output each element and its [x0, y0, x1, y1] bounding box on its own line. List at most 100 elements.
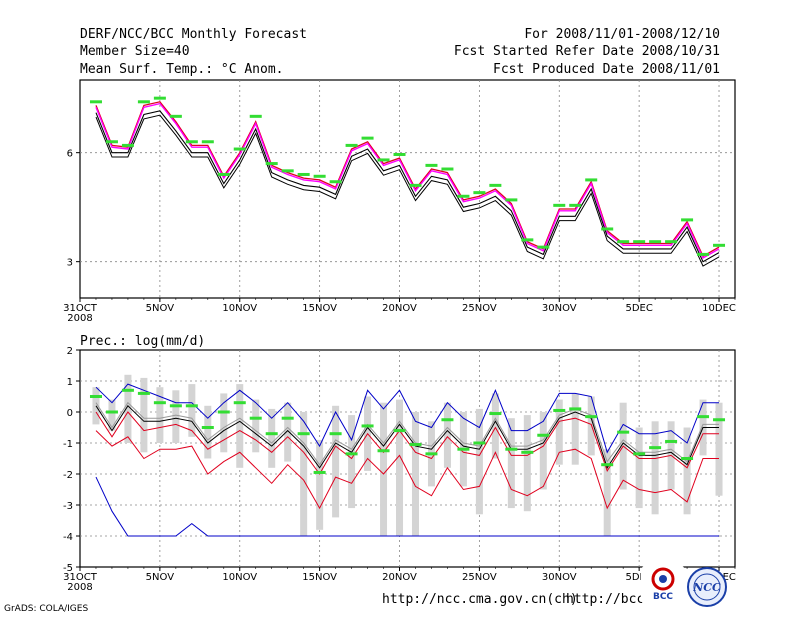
precip-label: Prec.: log(mm/d): [80, 334, 205, 349]
spread-bar: [92, 387, 100, 425]
observed-marker: [265, 432, 278, 436]
observed-marker: [537, 433, 550, 437]
spread-bar: [236, 384, 244, 468]
spread-bar: [443, 402, 451, 468]
temperature-chart: 31OCT 5NOV 10NOV 15NOV 20NOV 25NOV 30NOV 5DEC 10…: [63, 79, 736, 324]
spread-bar: [348, 415, 356, 509]
observed-marker: [585, 415, 598, 419]
observed-marker: [233, 147, 246, 151]
observed-marker: [633, 452, 646, 456]
observed-marker: [169, 404, 182, 408]
spread-bar: [332, 405, 340, 518]
observed-marker: [425, 163, 438, 167]
observed-marker: [233, 401, 246, 405]
observed-marker: [585, 178, 598, 182]
spread-bar: [555, 399, 563, 465]
observed-marker: [489, 183, 502, 187]
observed-marker: [185, 404, 198, 408]
series-line-member_min: [95, 110, 720, 263]
observed-marker: [121, 388, 134, 392]
spread-bar: [300, 412, 308, 536]
spread-bar: [411, 412, 419, 536]
observed-marker: [409, 183, 422, 187]
series-line-member_max: [95, 101, 720, 258]
spread-bar: [635, 427, 643, 509]
observed-marker: [377, 158, 390, 162]
observed-marker: [681, 457, 694, 460]
y-tick-label: 6: [67, 149, 73, 160]
observed-marker: [697, 252, 710, 256]
observed-marker: [713, 243, 726, 247]
spread-bar: [651, 421, 659, 515]
series-line-ensemble_mean: [95, 102, 720, 259]
observed-marker: [249, 416, 262, 420]
observed-marker: [505, 198, 518, 202]
observed-marker: [201, 426, 214, 429]
spread-bar: [491, 393, 499, 459]
spread-bar: [715, 402, 723, 496]
member-size: Member Size=40: [80, 44, 190, 59]
bcc-logo-swirl-icon: [651, 567, 675, 591]
spread-bar: [156, 387, 164, 443]
observed-marker: [649, 446, 662, 450]
series-line-mean: [95, 405, 719, 469]
x-tick-label: 20NOV: [382, 572, 417, 583]
footer-url-bcc[interactable]: http://bcc.: [566, 592, 653, 607]
footer-url-ncc[interactable]: http://ncc.cma.gov.cn(ch): [382, 592, 578, 607]
series-line-min: [95, 430, 719, 510]
y-tick-label: 0: [67, 408, 73, 419]
spread-bar: [252, 399, 260, 453]
observed-marker: [153, 401, 166, 405]
x-tick-label: 10NOV: [222, 303, 257, 314]
observed-marker: [521, 238, 534, 242]
y-tick-label: 3: [67, 258, 73, 269]
observed-marker: [473, 441, 486, 445]
spread-bar: [140, 377, 148, 453]
y-tick-label: 1: [67, 377, 73, 388]
observed-marker: [633, 240, 646, 244]
observed-marker: [393, 152, 406, 156]
ncc-logo-text: NCC: [693, 581, 721, 594]
x-tick-label: 5DEC: [625, 572, 652, 583]
observed-marker: [137, 100, 150, 104]
series-line-member-low: [95, 114, 720, 267]
observed-marker: [601, 463, 614, 467]
spread-bar: [316, 439, 324, 530]
x-tick-label: 5NOV: [146, 303, 175, 314]
x-tick-label: 10NOV: [222, 572, 257, 583]
observed-marker: [345, 143, 358, 147]
observed-marker: [361, 424, 374, 428]
observed-marker: [569, 203, 582, 207]
y-tick-label: -3: [63, 501, 73, 512]
observed-marker: [473, 191, 486, 195]
observed-marker: [713, 418, 726, 422]
observed-marker: [521, 450, 534, 454]
ncc-logo: NCC: [686, 566, 728, 608]
x-year-label: 2008: [67, 313, 92, 324]
spread-bar: [523, 415, 531, 512]
series-line-mean_upper: [95, 401, 719, 466]
chart-title: DERF/NCC/BCC Monthly Forecast: [80, 27, 307, 42]
observed-marker: [665, 439, 678, 443]
observed-marker: [313, 470, 326, 474]
y-tick-label: -1: [63, 439, 73, 450]
observed-marker: [217, 172, 230, 176]
observed-marker: [393, 429, 406, 433]
observed-marker: [377, 449, 390, 453]
x-tick-label: 15NOV: [302, 303, 337, 314]
observed-marker: [89, 395, 102, 398]
spread-bar: [380, 402, 388, 536]
observed-marker: [425, 452, 438, 456]
observed-marker: [121, 143, 134, 147]
y-tick-label: 2: [67, 346, 73, 357]
series-line-min_floor: [95, 476, 719, 537]
observed-marker: [281, 416, 294, 420]
observed-marker: [649, 240, 662, 244]
series-line-mean_lower: [95, 411, 719, 475]
observed-marker: [153, 96, 166, 100]
spread-bar: [108, 399, 116, 431]
x-tick-label: 25NOV: [462, 303, 497, 314]
variable-label: Mean Surf. Temp.: °C Anom.: [80, 62, 284, 77]
y-tick-label: -5: [63, 563, 73, 574]
observed-marker: [457, 447, 470, 451]
